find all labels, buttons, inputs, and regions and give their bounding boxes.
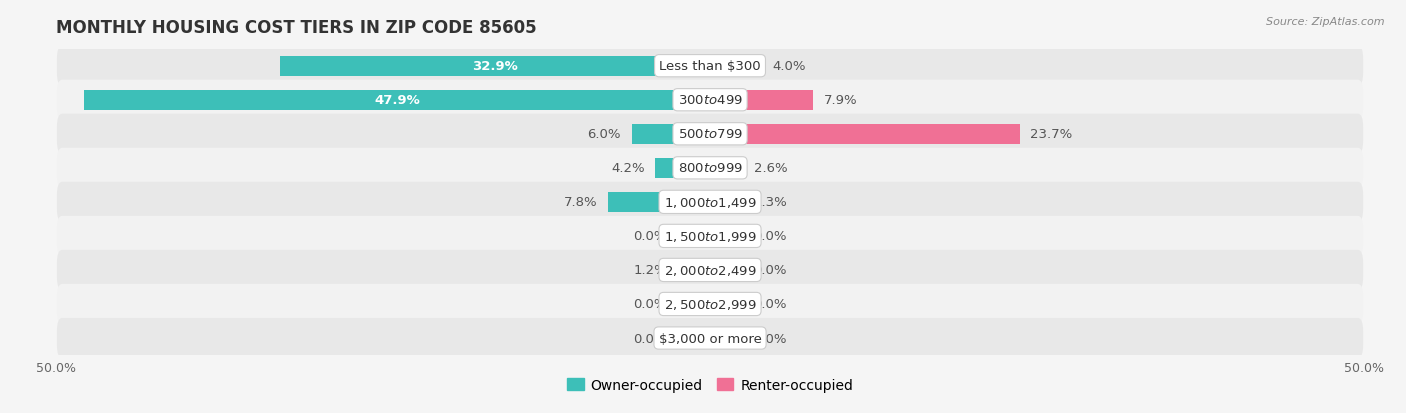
Text: 0.0%: 0.0% [754,332,787,345]
Text: 6.0%: 6.0% [588,128,621,141]
Bar [710,90,813,110]
FancyBboxPatch shape [56,81,1364,121]
Bar [710,192,742,212]
Bar [710,57,762,76]
Bar [84,90,710,110]
Text: 4.0%: 4.0% [773,60,806,73]
Text: 0.0%: 0.0% [633,230,666,243]
Text: 47.9%: 47.9% [374,94,420,107]
Text: 0.0%: 0.0% [633,298,666,311]
Text: $2,000 to $2,499: $2,000 to $2,499 [664,263,756,277]
Bar [710,294,742,314]
Text: 0.0%: 0.0% [633,332,666,345]
Text: 0.0%: 0.0% [754,230,787,243]
Bar [678,261,710,280]
Bar [678,294,710,314]
Text: 7.8%: 7.8% [564,196,598,209]
Bar [280,57,710,76]
FancyBboxPatch shape [56,47,1364,87]
Bar [678,226,710,246]
FancyBboxPatch shape [56,284,1364,324]
FancyBboxPatch shape [56,182,1364,223]
Text: MONTHLY HOUSING COST TIERS IN ZIP CODE 85605: MONTHLY HOUSING COST TIERS IN ZIP CODE 8… [56,19,537,37]
FancyBboxPatch shape [56,250,1364,290]
Text: 1.3%: 1.3% [754,196,787,209]
FancyBboxPatch shape [56,148,1364,188]
FancyBboxPatch shape [56,216,1364,256]
Bar [631,125,710,144]
Text: 23.7%: 23.7% [1031,128,1073,141]
Text: $2,500 to $2,999: $2,500 to $2,999 [664,297,756,311]
Bar [710,226,742,246]
Text: $3,000 or more: $3,000 or more [658,332,762,345]
Text: $1,500 to $1,999: $1,500 to $1,999 [664,229,756,243]
Text: 2.6%: 2.6% [755,162,789,175]
Bar [710,261,742,280]
Text: Source: ZipAtlas.com: Source: ZipAtlas.com [1267,17,1385,26]
Text: Less than $300: Less than $300 [659,60,761,73]
Text: 0.0%: 0.0% [754,298,787,311]
Text: $1,000 to $1,499: $1,000 to $1,499 [664,195,756,209]
Text: 0.0%: 0.0% [754,264,787,277]
Text: 1.2%: 1.2% [633,264,666,277]
Bar [655,159,710,178]
Legend: Owner-occupied, Renter-occupied: Owner-occupied, Renter-occupied [561,372,859,397]
FancyBboxPatch shape [56,318,1364,358]
Text: $800 to $999: $800 to $999 [678,162,742,175]
Text: 7.9%: 7.9% [824,94,858,107]
Bar [607,192,710,212]
Text: $300 to $499: $300 to $499 [678,94,742,107]
Text: 32.9%: 32.9% [472,60,517,73]
Bar [710,125,1019,144]
Text: 4.2%: 4.2% [612,162,644,175]
Bar [710,328,742,348]
Bar [678,328,710,348]
Bar [710,159,744,178]
FancyBboxPatch shape [56,114,1364,154]
Text: $500 to $799: $500 to $799 [678,128,742,141]
